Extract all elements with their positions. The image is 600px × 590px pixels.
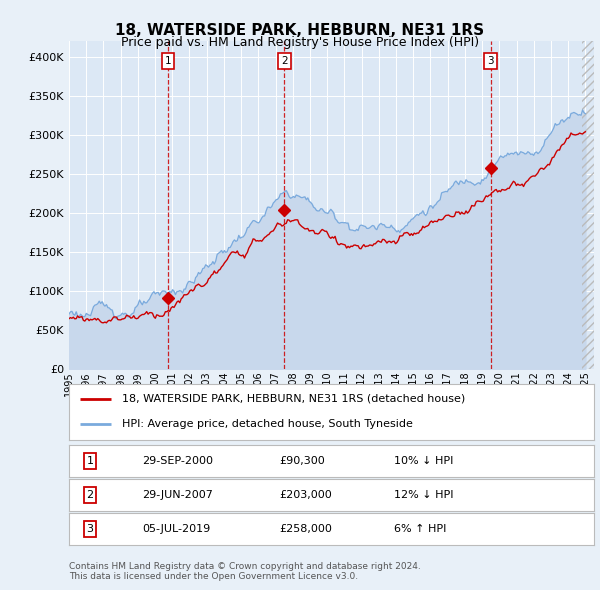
Text: 3: 3: [487, 56, 494, 66]
Text: 10% ↓ HPI: 10% ↓ HPI: [395, 456, 454, 466]
Text: 6% ↑ HPI: 6% ↑ HPI: [395, 525, 447, 534]
Text: 1: 1: [86, 456, 94, 466]
Text: 05-JUL-2019: 05-JUL-2019: [143, 525, 211, 534]
Text: £203,000: £203,000: [279, 490, 332, 500]
Text: 1: 1: [164, 56, 171, 66]
Bar: [582, 41, 594, 369]
Text: 18, WATERSIDE PARK, HEBBURN, NE31 1RS (detached house): 18, WATERSIDE PARK, HEBBURN, NE31 1RS (d…: [121, 394, 465, 404]
Text: £90,300: £90,300: [279, 456, 325, 466]
Text: HPI: Average price, detached house, South Tyneside: HPI: Average price, detached house, Sout…: [121, 419, 412, 430]
Text: £258,000: £258,000: [279, 525, 332, 534]
Text: 18, WATERSIDE PARK, HEBBURN, NE31 1RS: 18, WATERSIDE PARK, HEBBURN, NE31 1RS: [115, 23, 485, 38]
Text: 3: 3: [86, 525, 94, 534]
Text: 12% ↓ HPI: 12% ↓ HPI: [395, 490, 454, 500]
Text: 29-SEP-2000: 29-SEP-2000: [143, 456, 214, 466]
Text: Contains HM Land Registry data © Crown copyright and database right 2024.
This d: Contains HM Land Registry data © Crown c…: [69, 562, 421, 581]
Text: 2: 2: [281, 56, 287, 66]
Text: 2: 2: [86, 490, 94, 500]
Text: 29-JUN-2007: 29-JUN-2007: [143, 490, 214, 500]
Text: Price paid vs. HM Land Registry's House Price Index (HPI): Price paid vs. HM Land Registry's House …: [121, 36, 479, 49]
